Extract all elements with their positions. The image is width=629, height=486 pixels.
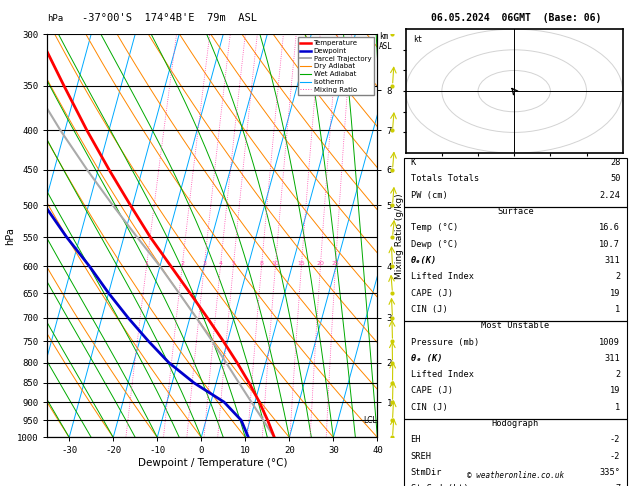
Text: Lifted Index: Lifted Index: [411, 272, 474, 281]
Text: K: K: [411, 158, 416, 167]
Text: 50: 50: [610, 174, 620, 183]
Text: km
ASL: km ASL: [379, 32, 393, 51]
Bar: [404, 419, 627, 486]
Text: Dewp (°C): Dewp (°C): [411, 240, 458, 248]
Legend: Temperature, Dewpoint, Parcel Trajectory, Dry Adiabat, Wet Adiabat, Isotherm, Mi: Temperature, Dewpoint, Parcel Trajectory…: [298, 37, 374, 95]
X-axis label: Dewpoint / Temperature (°C): Dewpoint / Temperature (°C): [138, 458, 287, 468]
Text: 335°: 335°: [599, 468, 620, 477]
Text: 10.7: 10.7: [599, 240, 620, 248]
Text: 1009: 1009: [599, 337, 620, 347]
Text: 7: 7: [615, 485, 620, 486]
Text: 2: 2: [615, 272, 620, 281]
Text: kt: kt: [413, 35, 422, 44]
Text: 10: 10: [272, 261, 279, 266]
Text: 1: 1: [615, 305, 620, 314]
Text: 19: 19: [610, 289, 620, 297]
Text: Lifted Index: Lifted Index: [411, 370, 474, 379]
Text: CIN (J): CIN (J): [411, 403, 447, 412]
Text: θₑ (K): θₑ (K): [411, 354, 442, 363]
Text: -2: -2: [610, 435, 620, 445]
Text: © weatheronline.co.uk: © weatheronline.co.uk: [467, 471, 564, 480]
Text: CIN (J): CIN (J): [411, 305, 447, 314]
Text: 1: 1: [615, 403, 620, 412]
Y-axis label: hPa: hPa: [5, 227, 15, 244]
Text: 20: 20: [316, 261, 325, 266]
Text: 5: 5: [231, 261, 235, 266]
Bar: [404, 207, 627, 321]
Bar: [404, 158, 627, 207]
Text: SREH: SREH: [411, 452, 431, 461]
Text: StmDir: StmDir: [411, 468, 442, 477]
Text: 311: 311: [604, 354, 620, 363]
Text: -2: -2: [610, 452, 620, 461]
Text: -37°00'S  174°4B'E  79m  ASL: -37°00'S 174°4B'E 79m ASL: [82, 13, 257, 23]
Text: CAPE (J): CAPE (J): [411, 386, 452, 396]
Text: PW (cm): PW (cm): [411, 191, 447, 200]
Text: 3: 3: [202, 261, 206, 266]
Y-axis label: Mixing Ratio (g/kg): Mixing Ratio (g/kg): [394, 193, 404, 278]
Text: StmSpd (kt): StmSpd (kt): [411, 485, 468, 486]
Text: 25: 25: [331, 261, 340, 266]
Text: Temp (°C): Temp (°C): [411, 223, 458, 232]
Text: Surface: Surface: [497, 207, 534, 216]
Text: 2: 2: [180, 261, 184, 266]
Text: hPa: hPa: [47, 14, 64, 23]
Text: 28: 28: [610, 158, 620, 167]
Text: Most Unstable: Most Unstable: [481, 321, 550, 330]
Text: 2.24: 2.24: [599, 191, 620, 200]
Text: 311: 311: [604, 256, 620, 265]
Text: 1: 1: [145, 261, 148, 266]
Text: CAPE (J): CAPE (J): [411, 289, 452, 297]
Text: Hodograph: Hodograph: [492, 419, 539, 428]
Text: 06.05.2024  06GMT  (Base: 06): 06.05.2024 06GMT (Base: 06): [431, 13, 601, 23]
Text: 8: 8: [260, 261, 264, 266]
Text: 4: 4: [218, 261, 223, 266]
Text: 16.6: 16.6: [599, 223, 620, 232]
Text: Pressure (mb): Pressure (mb): [411, 337, 479, 347]
Text: 2: 2: [615, 370, 620, 379]
Text: LCL: LCL: [363, 416, 377, 425]
Text: Totals Totals: Totals Totals: [411, 174, 479, 183]
Text: 15: 15: [298, 261, 305, 266]
Text: θₑ(K): θₑ(K): [411, 256, 437, 265]
Bar: [404, 321, 627, 419]
Text: 19: 19: [610, 386, 620, 396]
Text: EH: EH: [411, 435, 421, 445]
